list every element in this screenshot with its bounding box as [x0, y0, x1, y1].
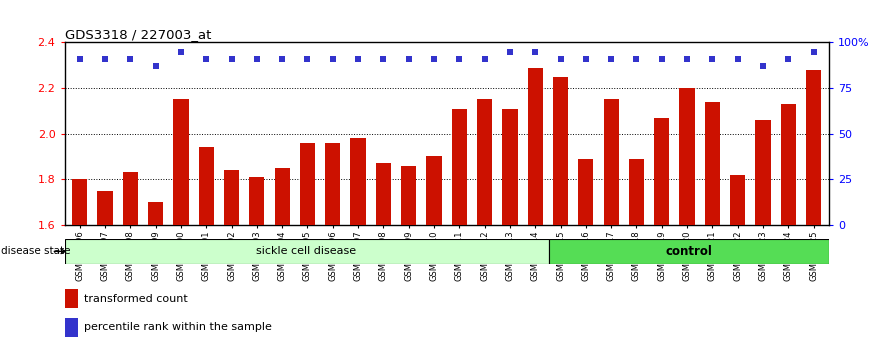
- Bar: [806, 70, 822, 225]
- Text: transformed count: transformed count: [83, 294, 187, 304]
- Bar: [679, 88, 694, 225]
- Text: disease state: disease state: [1, 246, 71, 256]
- Bar: [72, 179, 87, 225]
- Bar: [173, 99, 188, 225]
- Bar: [654, 118, 669, 225]
- Text: sickle cell disease: sickle cell disease: [256, 246, 357, 256]
- Bar: [604, 99, 619, 225]
- Bar: [401, 166, 417, 225]
- Bar: [224, 170, 239, 225]
- Bar: [300, 143, 315, 225]
- Bar: [65, 239, 548, 264]
- Bar: [548, 239, 829, 264]
- Bar: [780, 104, 796, 225]
- Bar: [375, 163, 391, 225]
- Bar: [553, 77, 568, 225]
- Bar: [249, 177, 264, 225]
- Bar: [503, 109, 518, 225]
- Bar: [629, 159, 644, 225]
- Bar: [199, 147, 214, 225]
- Bar: [65, 318, 78, 337]
- Bar: [477, 99, 492, 225]
- Bar: [350, 138, 366, 225]
- Bar: [98, 190, 113, 225]
- Text: control: control: [665, 245, 712, 258]
- Bar: [274, 168, 289, 225]
- Bar: [730, 175, 745, 225]
- Bar: [325, 143, 340, 225]
- Text: GDS3318 / 227003_at: GDS3318 / 227003_at: [65, 28, 211, 41]
- Bar: [705, 102, 720, 225]
- Bar: [755, 120, 771, 225]
- Bar: [528, 68, 543, 225]
- Text: percentile rank within the sample: percentile rank within the sample: [83, 322, 271, 332]
- Bar: [65, 289, 78, 308]
- Bar: [426, 156, 442, 225]
- Bar: [123, 172, 138, 225]
- Bar: [578, 159, 593, 225]
- Bar: [452, 109, 467, 225]
- Bar: [148, 202, 163, 225]
